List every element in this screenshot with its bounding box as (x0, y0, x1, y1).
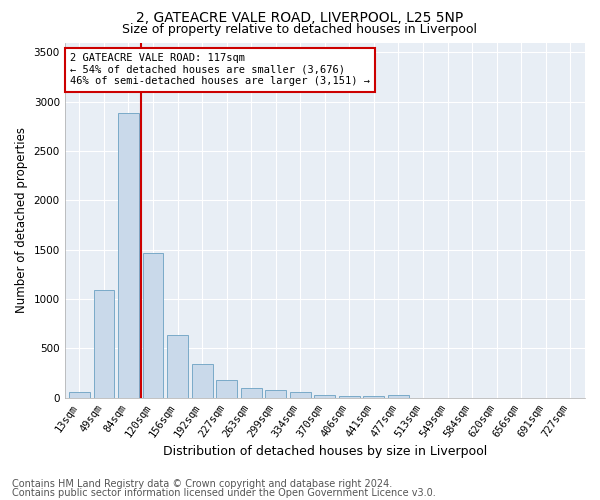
Text: 2, GATEACRE VALE ROAD, LIVERPOOL, L25 5NP: 2, GATEACRE VALE ROAD, LIVERPOOL, L25 5N… (136, 11, 464, 25)
Bar (69, 392, 90, 398)
Y-axis label: Number of detached properties: Number of detached properties (15, 127, 28, 313)
Bar (265, 390, 286, 398)
Bar (364, 396, 385, 398)
Bar (314, 394, 335, 398)
Text: Size of property relative to detached houses in Liverpool: Size of property relative to detached ho… (122, 22, 478, 36)
Bar (143, 252, 163, 398)
X-axis label: Distribution of detached houses by size in Liverpool: Distribution of detached houses by size … (163, 444, 487, 458)
Bar (388, 395, 409, 398)
Text: Contains public sector information licensed under the Open Government Licence v3: Contains public sector information licen… (12, 488, 436, 498)
Bar (241, 388, 262, 398)
Bar (339, 396, 360, 398)
Bar (290, 392, 311, 398)
Text: Contains HM Land Registry data © Crown copyright and database right 2024.: Contains HM Land Registry data © Crown c… (12, 479, 392, 489)
Text: 2 GATEACRE VALE ROAD: 117sqm
← 54% of detached houses are smaller (3,676)
46% of: 2 GATEACRE VALE ROAD: 117sqm ← 54% of de… (70, 53, 370, 86)
Bar (94, 290, 115, 398)
Bar (191, 364, 212, 398)
Bar (167, 336, 188, 398)
Bar (216, 380, 237, 398)
Bar (118, 112, 139, 398)
